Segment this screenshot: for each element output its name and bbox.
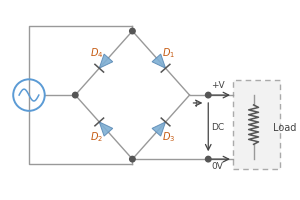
FancyBboxPatch shape xyxy=(233,80,280,169)
Text: 0V: 0V xyxy=(211,162,223,171)
Polygon shape xyxy=(99,122,113,136)
Circle shape xyxy=(206,156,211,162)
Text: I: I xyxy=(194,100,197,109)
Text: $D_2$: $D_2$ xyxy=(90,131,104,144)
Text: $D_1$: $D_1$ xyxy=(162,46,176,60)
Text: $D_4$: $D_4$ xyxy=(90,46,104,60)
Text: DC: DC xyxy=(211,123,224,132)
Text: Load: Load xyxy=(273,123,297,133)
Circle shape xyxy=(130,156,135,162)
Polygon shape xyxy=(152,54,166,68)
Polygon shape xyxy=(99,54,113,68)
Text: +V: +V xyxy=(211,81,225,90)
Polygon shape xyxy=(152,122,166,136)
Circle shape xyxy=(130,28,135,34)
Text: $D_3$: $D_3$ xyxy=(162,131,176,144)
Circle shape xyxy=(73,92,78,98)
Circle shape xyxy=(206,92,211,98)
